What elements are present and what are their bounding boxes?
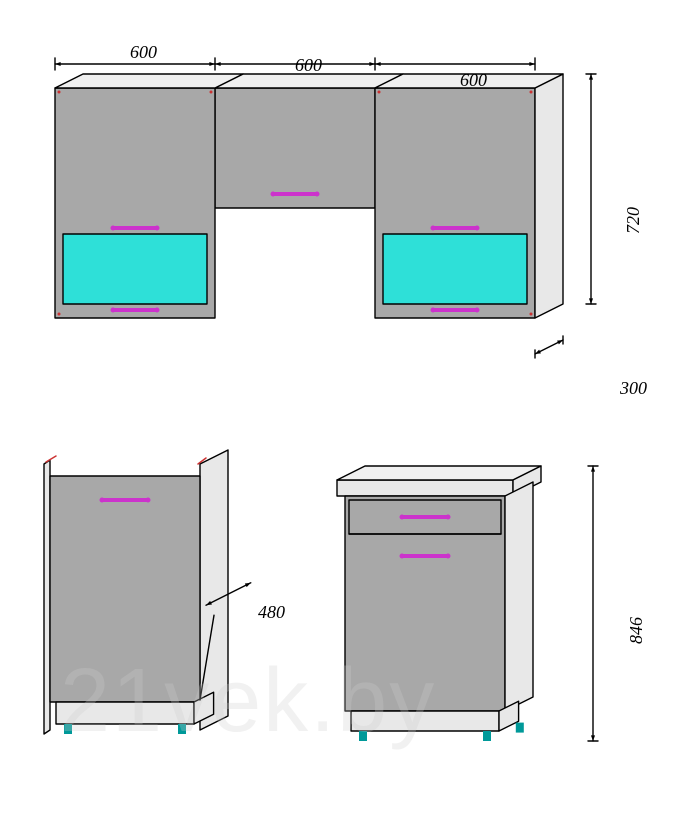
dim-bottom-d: 480 bbox=[258, 602, 285, 623]
dim-bottom-h: 846 bbox=[626, 617, 647, 644]
furniture-drawing bbox=[0, 0, 681, 831]
dim-top-w1: 600 bbox=[130, 42, 157, 63]
dim-top-w2: 600 bbox=[295, 55, 322, 76]
dim-top-h: 720 bbox=[623, 207, 644, 234]
dim-top-d: 300 bbox=[620, 378, 647, 399]
diagram-canvas: 600 600 600 720 300 480 846 21vek.by bbox=[0, 0, 681, 831]
dim-top-w3: 600 bbox=[460, 70, 487, 91]
